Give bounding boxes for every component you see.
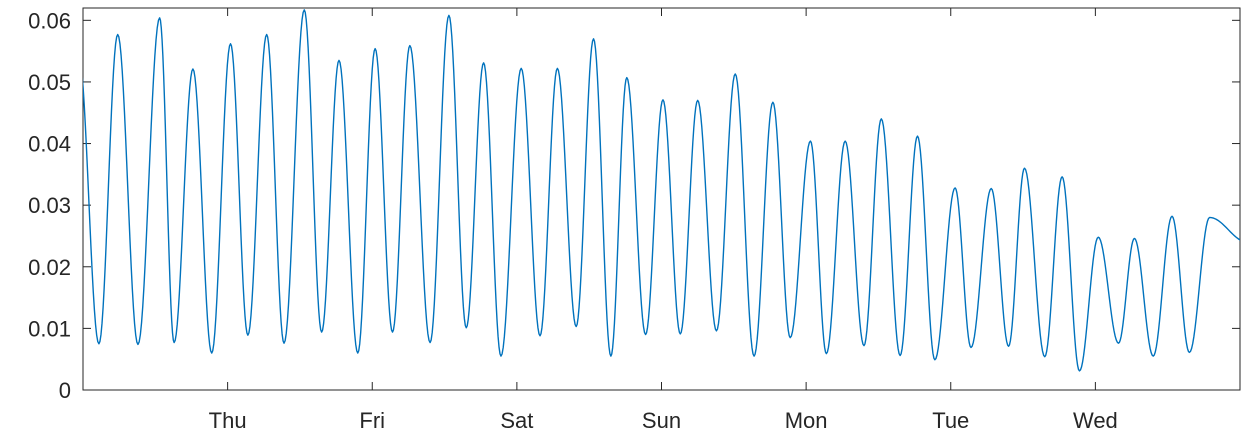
data-point [900,355,901,356]
y-tick-label: 0.04 [28,132,71,157]
data-point [321,331,322,332]
data-point [934,359,935,360]
data-point [247,335,248,336]
y-tick-label: 0.01 [28,316,71,341]
data-point [626,77,627,78]
data-point [863,345,864,346]
data-point [954,187,955,188]
data-point [662,99,663,100]
data-point [98,343,99,344]
data-point [1079,370,1080,371]
y-tick-label: 0.06 [28,8,71,33]
x-tick-label: Wed [1073,408,1118,433]
data-point [430,342,431,343]
data-point [357,352,358,353]
data-point [1118,343,1119,344]
y-tick-label: 0.05 [28,70,71,95]
data-point [810,140,811,141]
data-point [392,331,393,332]
axis-ticks [83,8,1240,391]
data-point [500,356,501,357]
data-point [576,326,577,327]
tick-labels: 0 0.01 0.02 0.03 0.04 0.05 0.06 Thu Fri Sat Sun Mon… [28,8,1118,433]
x-tick-label: Thu [209,408,247,433]
data-point [1098,237,1099,238]
series-layer [83,9,1240,372]
data-point [137,344,138,345]
data-point [1209,217,1210,218]
x-tick-label: Fri [359,408,385,433]
data-point [1044,356,1045,357]
data-point [753,356,754,357]
x-tick-label: Sun [642,408,681,433]
data-point [1171,216,1172,217]
data-point [117,34,118,35]
data-point [735,73,736,74]
data-point [174,342,175,343]
data-point [772,102,773,103]
data-point [338,60,339,61]
data-point [159,17,160,18]
data-point [881,118,882,119]
data-point [1189,352,1190,353]
data-point [448,15,449,16]
data-point [375,48,376,49]
data-point [557,68,558,69]
data-point [645,334,646,335]
data-point [1008,346,1009,347]
data-point [697,100,698,101]
y-tick-label: 0.02 [28,255,71,280]
data-point [593,38,594,39]
data-point [521,68,522,69]
data-point [610,356,611,357]
data-point [680,333,681,334]
y-tick-label: 0 [59,378,71,403]
y-tick-label: 0.03 [28,193,71,218]
data-point [192,68,193,69]
x-tick-label: Mon [785,408,828,433]
data-point [845,140,846,141]
data-point [211,352,212,353]
data-point [1153,356,1154,357]
data-point [716,330,717,331]
x-tick-label: Tue [932,408,969,433]
data-point [539,335,540,336]
data-point [790,337,791,338]
series-line [83,9,1240,372]
data-point [1062,176,1063,177]
data-point [991,188,992,189]
data-point [230,43,231,44]
data-point [409,45,410,46]
data-point [283,343,284,344]
x-tick-label: Sat [500,408,533,433]
data-point [1024,168,1025,169]
data-point [483,62,484,63]
data-point [917,136,918,137]
data-point [826,353,827,354]
data-point [466,327,467,328]
data-point [1134,238,1135,239]
data-point [304,9,305,10]
data-point [970,347,971,348]
data-point [266,34,267,35]
